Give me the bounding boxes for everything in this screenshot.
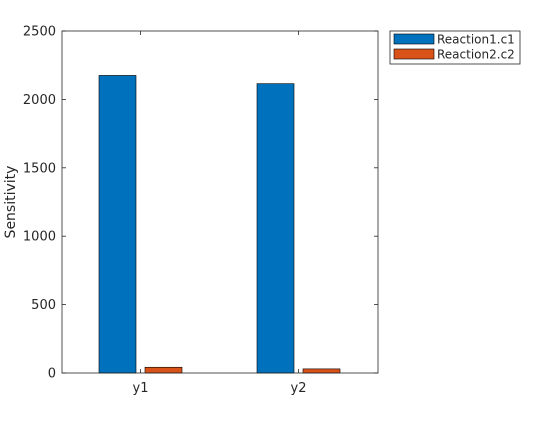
y-tick-label: 0 [48, 367, 56, 382]
x-tick-label: y2 [291, 381, 307, 396]
y-tick-label: 500 [31, 298, 56, 313]
legend-label: Reaction2.c2 [437, 48, 515, 62]
y-tick-label: 2500 [23, 25, 56, 40]
y-tick-label: 1500 [23, 161, 56, 176]
bar-reaction1-c1-y1[interactable] [98, 75, 137, 374]
y-tick-label: 1000 [23, 230, 56, 245]
axes: 0 500 1000 1500 2000 2500 y1 y2 Sensitivity [3, 25, 379, 396]
y-tick-label: 2000 [23, 93, 56, 108]
legend-label: Reaction1.c1 [437, 33, 515, 47]
legend-swatch [393, 33, 435, 45]
axes-box [61, 30, 379, 374]
bar-reaction1-c1-y2[interactable] [256, 83, 295, 374]
y-axis-label: Sensitivity [3, 166, 19, 239]
bar-reaction2-c2-y1[interactable] [144, 366, 183, 374]
bars [98, 75, 341, 374]
x-tick-label: y1 [133, 381, 149, 396]
bar-reaction2-c2-y2[interactable] [302, 368, 341, 374]
legend-swatch [393, 48, 435, 60]
